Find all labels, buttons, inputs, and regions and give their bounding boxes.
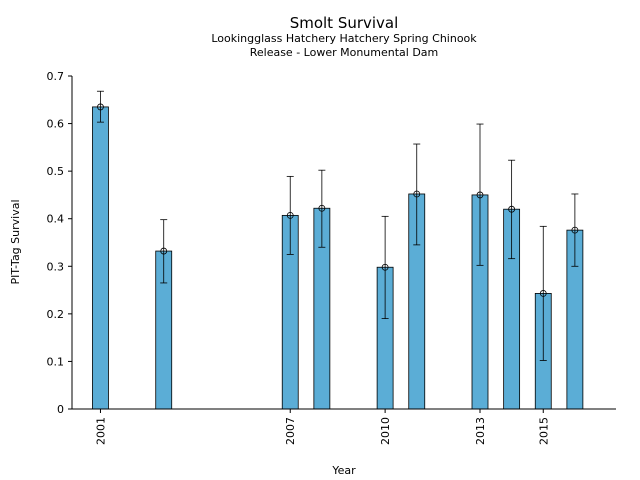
y-tick-label: 0.2 xyxy=(47,308,65,321)
chart-title: Smolt Survival xyxy=(290,14,399,32)
estimate-marker-2008 xyxy=(318,204,326,212)
x-tick-label: 2015 xyxy=(537,417,550,445)
y-tick-label: 0.3 xyxy=(47,260,65,273)
x-tick-label: 2010 xyxy=(379,417,392,445)
estimate-marker-2011 xyxy=(413,190,421,198)
estimate-marker-2013 xyxy=(476,191,484,199)
x-tick-label: 2013 xyxy=(474,417,487,445)
y-axis-label: PIT-Tag Survival xyxy=(9,199,22,284)
y-tick-label: 0.5 xyxy=(47,165,65,178)
estimate-marker-2015 xyxy=(539,290,547,297)
y-tick-label: 0.6 xyxy=(47,118,65,131)
x-axis-label: Year xyxy=(331,464,356,477)
bar-2001 xyxy=(92,106,109,410)
chart-subtitle-line-2: Release - Lower Monumental Dam xyxy=(250,46,439,59)
y-tick-label: 0.7 xyxy=(47,70,65,83)
y-tick-label: 0.1 xyxy=(47,355,65,368)
y-tick-label: 0.4 xyxy=(47,213,65,226)
x-tick-label: 2001 xyxy=(94,417,107,445)
estimate-marker-2007 xyxy=(286,211,294,219)
estimate-marker-2003 xyxy=(160,247,168,255)
y-tick-label: 0 xyxy=(57,403,64,416)
estimate-marker-2010 xyxy=(381,263,389,271)
x-tick-label: 2007 xyxy=(284,417,297,445)
bars-layer xyxy=(92,106,584,410)
error-bars-layer xyxy=(96,90,579,361)
estimate-marker-2001 xyxy=(97,103,104,111)
chart-subtitle-line-1: Lookingglass Hatchery Hatchery Spring Ch… xyxy=(211,32,477,45)
estimate-marker-2016 xyxy=(571,226,579,234)
estimate-marker-2014 xyxy=(508,205,516,213)
y-ticks: 0 0.1 0.2 0.3 0.4 0.5 0.6 0.7 xyxy=(47,70,72,416)
x-ticks: 2001 2007 2010 2013 2015 xyxy=(94,409,550,445)
